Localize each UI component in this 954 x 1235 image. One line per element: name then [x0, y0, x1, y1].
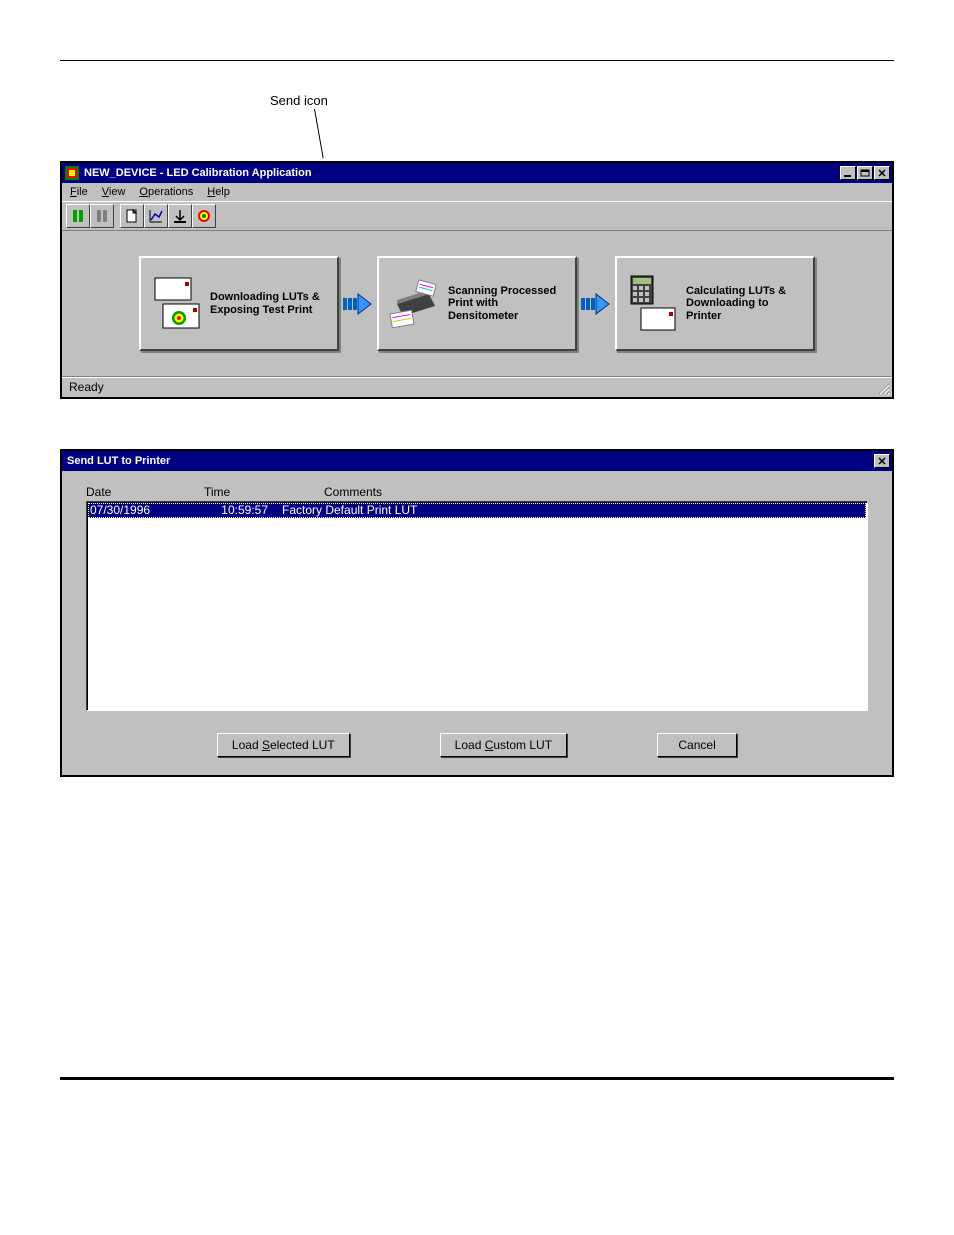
list-headers: Date Time Comments: [86, 485, 868, 501]
menu-operations[interactable]: Operations: [139, 186, 193, 198]
toolbar-btn-new[interactable]: [120, 204, 144, 228]
step-2-panel: Scanning Processed Print with Densitomet…: [377, 256, 577, 351]
cancel-button[interactable]: Cancel: [657, 733, 737, 757]
hdr-date: Date: [86, 485, 204, 499]
status-text: Ready: [69, 380, 104, 394]
dialog-client: Date Time Comments 07/30/1996 10:59:57 F…: [62, 471, 892, 775]
toolbar-btn-send[interactable]: [168, 204, 192, 228]
dialog-buttons: Load Selected LUT Load Custom LUT Cancel: [86, 733, 868, 757]
page-content: Send icon NEW_DEVICE - LED Calibration A…: [0, 101, 954, 877]
maximize-button[interactable]: [857, 166, 873, 180]
send-lut-dialog: Send LUT to Printer Date Time Comments 0…: [60, 449, 894, 777]
titlebar[interactable]: NEW_DEVICE - LED Calibration Application: [62, 163, 892, 183]
toolbar: [62, 201, 892, 230]
statusbar: Ready: [62, 376, 892, 397]
step-3-icon: [625, 269, 680, 339]
row-comments: Factory Default Print LUT: [268, 503, 417, 518]
minimize-button[interactable]: [840, 166, 856, 180]
client-area: Downloading LUTs & Exposing Test Print: [62, 230, 892, 376]
bottom-rule: [60, 1077, 894, 1080]
step-1-panel: Downloading LUTs & Exposing Test Print: [139, 256, 339, 351]
step-2-text: Scanning Processed Print with Densitomet…: [448, 285, 567, 323]
dialog-close-button[interactable]: [874, 454, 890, 468]
toolbar-btn-1[interactable]: [66, 204, 90, 228]
window-title: NEW_DEVICE - LED Calibration Application: [84, 167, 839, 179]
menu-file[interactable]: File: [70, 186, 88, 198]
selected-row[interactable]: 07/30/1996 10:59:57 Factory Default Prin…: [88, 503, 866, 518]
menu-view[interactable]: View: [102, 186, 126, 198]
step-2-icon: [387, 269, 442, 339]
toolbar-btn-target[interactable]: [192, 204, 216, 228]
toolbar-btn-graph[interactable]: [144, 204, 168, 228]
menu-help[interactable]: Help: [207, 186, 230, 198]
app-icon: [64, 165, 80, 181]
annotation-line: [314, 109, 324, 158]
lut-listbox[interactable]: 07/30/1996 10:59:57 Factory Default Prin…: [86, 501, 868, 711]
dialog-title: Send LUT to Printer: [64, 455, 873, 467]
hdr-comments: Comments: [324, 485, 868, 499]
step-3-text: Calculating LUTs & Downloading to Printe…: [686, 285, 805, 323]
step-3-panel: Calculating LUTs & Downloading to Printe…: [615, 256, 815, 351]
close-button[interactable]: [874, 166, 890, 180]
load-selected-button[interactable]: Load Selected LUT: [217, 733, 350, 757]
row-time: 10:59:57: [208, 503, 268, 518]
toolbar-btn-2[interactable]: [90, 204, 114, 228]
arrow-2: [581, 289, 611, 319]
window-buttons: [839, 166, 890, 180]
step-1-text: Downloading LUTs & Exposing Test Print: [210, 291, 329, 316]
load-custom-button[interactable]: Load Custom LUT: [440, 733, 567, 757]
annotation: Send icon: [60, 101, 894, 161]
arrow-1: [343, 289, 373, 319]
dialog-titlebar[interactable]: Send LUT to Printer: [62, 451, 892, 471]
steps-row: Downloading LUTs & Exposing Test Print: [76, 256, 878, 351]
top-rule: [60, 60, 894, 61]
calibration-window: NEW_DEVICE - LED Calibration Application…: [60, 161, 894, 399]
row-date: 07/30/1996: [90, 503, 208, 518]
resize-grip-icon[interactable]: [876, 381, 890, 395]
annotation-label: Send icon: [270, 93, 328, 108]
step-1-icon: [149, 269, 204, 339]
hdr-time: Time: [204, 485, 324, 499]
menubar: File View Operations Help: [62, 183, 892, 201]
